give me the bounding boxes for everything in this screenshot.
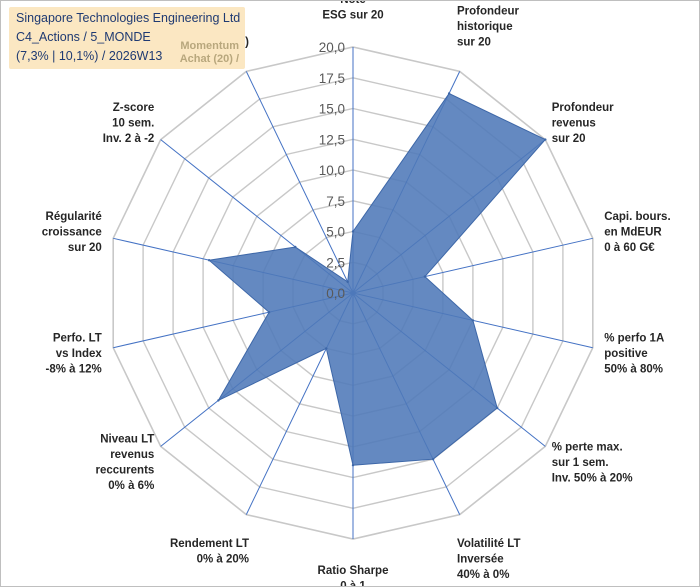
- axis-label-line: % perte max.: [552, 441, 623, 453]
- axis-label-line: revenus: [552, 118, 596, 130]
- axis-spoke: [245, 71, 354, 294]
- axis-label: Régularité croissance sur 20: [42, 211, 102, 254]
- axis-label-line: Profondeur: [457, 5, 519, 17]
- axis-label: Profondeur revenus sur 20: [552, 102, 614, 145]
- axis-label-line: historique: [457, 21, 513, 33]
- axis-label: Ratio Sharpe 0 à 1: [318, 565, 389, 586]
- tick-label: 15,0: [319, 102, 345, 117]
- axis-label-line: Niveau LT: [100, 434, 154, 446]
- axis-label-line: reccurents: [95, 465, 154, 477]
- axis-label-line: Z-score: [113, 102, 155, 114]
- axis-label-line: Profondeur: [552, 102, 614, 114]
- axis-label-line: Inv. 50% à 20%: [552, 472, 633, 484]
- axis-label-line: 0 à 1: [340, 581, 366, 587]
- tick-label: 0,0: [326, 286, 345, 301]
- data-point: [544, 138, 547, 141]
- tick-label: 5,0: [326, 225, 345, 240]
- axis-label-line: sur 20: [457, 36, 491, 48]
- tick-label: 7,5: [326, 194, 345, 209]
- axis-label-line: % perfo 1A: [604, 332, 664, 344]
- axis-label: Z-score 10 sem. Inv. 2 à -2: [103, 102, 155, 145]
- axis-label-line: 40% à 0%: [457, 569, 509, 581]
- chart-title-box: Singapore Technologies Engineering Ltd C…: [9, 7, 245, 69]
- data-point: [496, 406, 499, 410]
- tick-label: 17,5: [319, 71, 345, 86]
- data-point: [267, 311, 271, 314]
- tick-label: 10,0: [319, 163, 345, 178]
- axis-label-line: Inv. 2 à -2: [103, 133, 155, 145]
- data-point: [351, 230, 355, 233]
- axis-label-line: 0% à 20%: [197, 554, 249, 566]
- tick-label: 12,5: [319, 132, 345, 147]
- axis-label: Note ESG sur 20: [322, 1, 383, 22]
- data-point: [346, 280, 349, 284]
- axis-label: Rendement LT 0% à 20%: [170, 538, 249, 566]
- title-performance: (7,3% | 10,1%) / 2026W13: [16, 49, 163, 63]
- tick-label: 20,0: [319, 40, 345, 55]
- axis-label-line: Note: [340, 1, 366, 6]
- axis-label-line: -8% à 12%: [46, 363, 102, 375]
- series-layer: [207, 92, 547, 467]
- axis-label-line: positive: [604, 348, 647, 360]
- axis-label: % perfo 1A positive 50% à 80%: [604, 332, 664, 375]
- tick-layer: 0,0 2,5 5,0 7,5 10,0 12,5 15,0 17,5 20,0: [319, 40, 345, 301]
- axis-label-line: Ratio Sharpe: [318, 565, 389, 577]
- axis-label-line: Capi. bours.: [604, 211, 670, 223]
- data-point: [471, 319, 475, 322]
- tick-label: 2,5: [326, 255, 345, 270]
- axis-label-line: revenus: [110, 449, 154, 461]
- axis-label-line: 0% à 6%: [108, 480, 154, 492]
- axis-label-line: sur 1 sem.: [552, 457, 609, 469]
- axis-label-line: en MdEUR: [604, 227, 662, 239]
- data-point: [351, 464, 355, 467]
- data-point: [423, 275, 427, 278]
- axis-label-line: 10 sem.: [112, 118, 154, 130]
- axis-label-line: vs Index: [56, 348, 103, 360]
- data-point: [325, 347, 328, 350]
- axis-label: Capi. bours. en MdEUR 0 à 60 G€: [604, 211, 670, 254]
- axis-label: Niveau LT revenus reccurents 0% à 6%: [95, 434, 154, 493]
- data-point: [431, 458, 435, 461]
- axis-label-line: 50% à 80%: [604, 363, 663, 375]
- momentum-label: Momentum: [180, 40, 239, 52]
- axis-label-line: ESG sur 20: [322, 10, 383, 22]
- axis-label: % perte max. sur 1 sem. Inv. 50% à 20%: [552, 441, 633, 484]
- axis-label-line: Inversée: [457, 554, 504, 566]
- title-company: Singapore Technologies Engineering Ltd: [16, 11, 241, 25]
- axis-label: Perfo. LT vs Index -8% à 12%: [46, 332, 103, 375]
- axis-label-line: croissance: [42, 227, 102, 239]
- momentum-value: Achat (20) /: [179, 53, 239, 65]
- axis-label: Profondeur historique sur 20: [457, 5, 519, 48]
- data-point: [447, 92, 451, 95]
- data-point: [217, 399, 220, 402]
- axis-label-line: Volatilité LT: [457, 538, 520, 550]
- axis-label-line: Rendement LT: [170, 538, 249, 550]
- axis-label-line: sur 20: [68, 242, 102, 254]
- data-point: [294, 245, 297, 249]
- axis-label: Volatilité LT Inversée 40% à 0%: [457, 538, 520, 581]
- data-point: [207, 259, 211, 262]
- axis-label-line: 0 à 60 G€: [604, 242, 655, 254]
- axis-label-line: Perfo. LT: [53, 332, 102, 344]
- axis-label-line: sur 20: [552, 133, 586, 145]
- label-layer: Note ESG sur 20 Profondeur historique sur 20…: [42, 1, 671, 586]
- axis-label-line: Régularité: [46, 211, 102, 223]
- title-portfolio: C4_Actions / 5_MONDE: [16, 30, 151, 44]
